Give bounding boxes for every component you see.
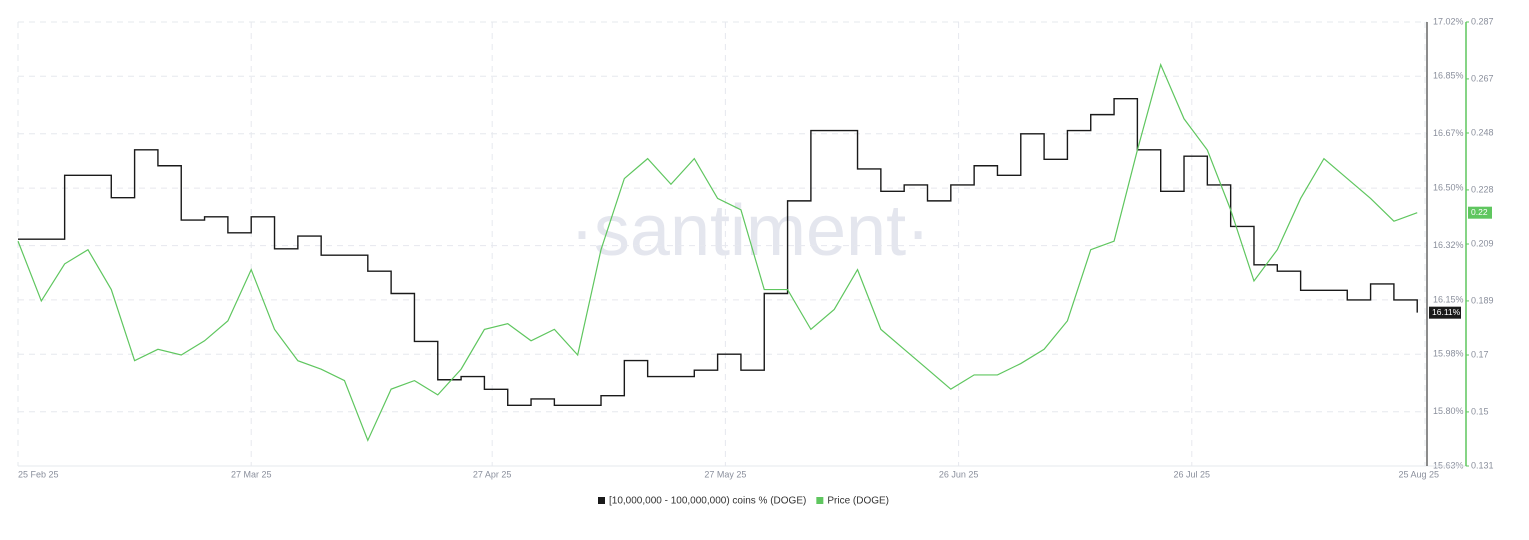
y-tick-label: 16.67% xyxy=(1433,128,1464,138)
y-tick-label: 15.63% xyxy=(1433,460,1464,470)
legend-label: [10,000,000 - 100,000,000) coins % (DOGE… xyxy=(609,496,806,507)
x-tick-label: 27 Apr 25 xyxy=(473,469,512,479)
y-tick-label: 16.50% xyxy=(1433,182,1464,192)
last-value-badge xyxy=(1468,206,1492,219)
series-line xyxy=(17,62,1418,442)
x-tick-label: 27 May 25 xyxy=(704,469,746,479)
y-tick-label: 16.32% xyxy=(1433,240,1464,250)
y2-tick-label: 0.209 xyxy=(1471,238,1494,248)
x-tick-label: 25 Aug 25 xyxy=(1398,469,1439,479)
last-value-badge xyxy=(1429,306,1461,319)
y2-tick-label: 0.131 xyxy=(1471,460,1494,470)
y2-tick-label: 0.248 xyxy=(1471,127,1494,137)
y2-tick-label: 0.287 xyxy=(1471,16,1494,26)
y-tick-label: 16.15% xyxy=(1433,294,1464,304)
y2-tick-label: 0.15 xyxy=(1471,406,1489,416)
y2-tick-label: 0.267 xyxy=(1471,73,1494,83)
x-tick-label: 26 Jun 25 xyxy=(939,469,979,479)
legend-label: Price (DOGE) xyxy=(827,496,889,507)
x-tick-label: 25 Feb 25 xyxy=(18,469,59,479)
last-value-label: 0.22 xyxy=(1471,207,1488,217)
legend-swatch xyxy=(598,497,605,504)
x-tick-label: 26 Jul 25 xyxy=(1174,469,1211,479)
y-tick-label: 15.98% xyxy=(1433,349,1464,359)
y-tick-label: 17.02% xyxy=(1433,16,1464,26)
y2-tick-label: 0.189 xyxy=(1471,295,1494,305)
y2-tick-label: 0.17 xyxy=(1471,349,1489,359)
y-tick-label: 15.80% xyxy=(1433,406,1464,416)
y-tick-label: 16.85% xyxy=(1433,71,1464,81)
legend: [10,000,000 - 100,000,000) coins % (DOGE… xyxy=(598,496,889,507)
last-value-label: 16.11% xyxy=(1432,307,1461,317)
series-line xyxy=(18,97,1418,407)
watermark: ·santiment· xyxy=(570,191,930,271)
x-tick-label: 27 Mar 25 xyxy=(231,469,272,479)
legend-swatch xyxy=(816,497,824,504)
y2-tick-label: 0.228 xyxy=(1471,184,1494,194)
